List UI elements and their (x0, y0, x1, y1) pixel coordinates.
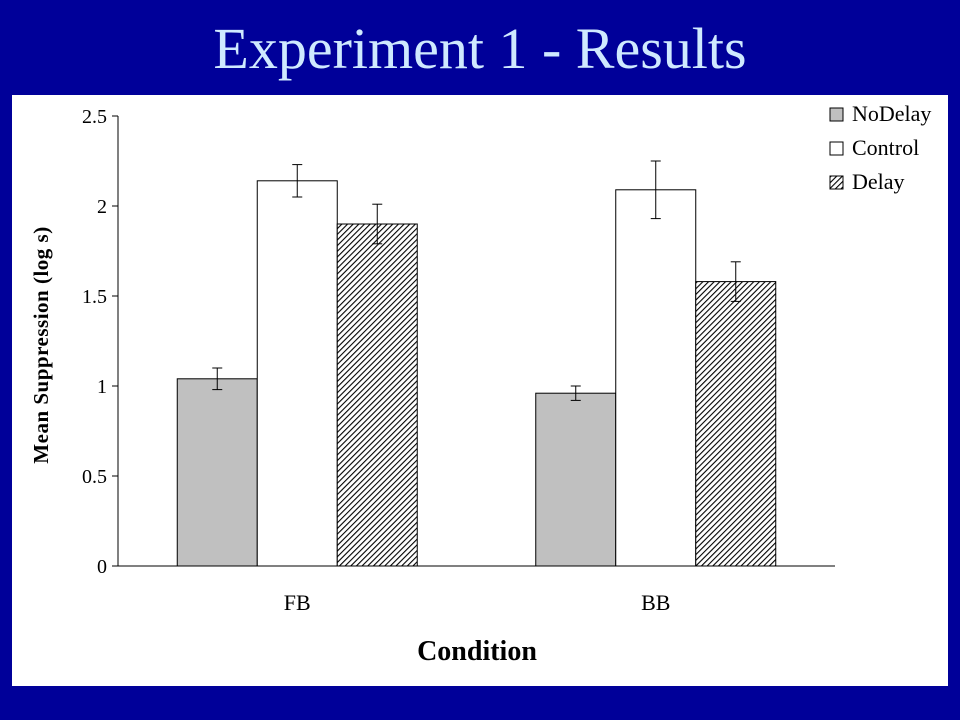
x-category-label: BB (641, 590, 670, 615)
bar-control-bb (615, 189, 697, 567)
legend-swatch-control (829, 141, 844, 156)
legend-label-nodelay: NoDelay (852, 101, 931, 126)
legend-label-delay: Delay (852, 169, 905, 194)
bar-nodelay-fb (176, 378, 258, 567)
x-axis-title: Condition (417, 636, 537, 667)
y-tick-label: 1.5 (82, 286, 107, 308)
legend-swatch-nodelay (829, 107, 844, 122)
chart-panel: 0 0.5 1 1.5 2 2.5 FB BB NoDelay Control Delay Mea… (12, 95, 948, 686)
bar-chart: 0 0.5 1 1.5 2 2.5 FB BB NoDelay Control Delay Mea… (29, 101, 931, 667)
legend-swatch-delay (829, 175, 844, 190)
y-tick-label: 1 (97, 376, 107, 398)
y-tick-label: 2 (97, 196, 107, 218)
bar-delay-bb (695, 281, 777, 567)
y-axis-title: Mean Suppression (log s) (29, 226, 53, 463)
x-category-label: FB (284, 590, 311, 615)
legend-label-control: Control (852, 135, 919, 160)
bar-delay-fb (336, 223, 418, 567)
y-tick-label: 0 (97, 556, 107, 578)
y-tick-label: 2.5 (82, 106, 107, 128)
bar-nodelay-bb (535, 392, 617, 567)
bar-control-fb (256, 180, 338, 567)
slide-title: Experiment 1 - Results (213, 16, 747, 81)
y-tick-label: 0.5 (82, 466, 107, 488)
